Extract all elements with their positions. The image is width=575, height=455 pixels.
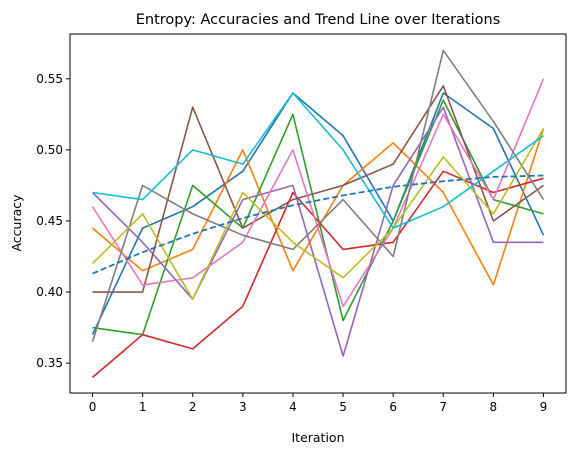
series-line-9 bbox=[91, 128, 545, 301]
y-tick-label: 0.45 bbox=[36, 214, 63, 228]
series-line-3 bbox=[92, 99, 544, 336]
y-tick-label: 0.40 bbox=[36, 285, 63, 299]
y-axis-ticks: 0.35 0.40 0.45 0.50 0.55 bbox=[36, 72, 70, 370]
series-layer bbox=[91, 49, 545, 379]
x-tick-label: 5 bbox=[339, 400, 347, 414]
x-tick-label: 4 bbox=[289, 400, 297, 414]
x-tick-label: 2 bbox=[189, 400, 197, 414]
y-axis-label: Accuracy bbox=[9, 194, 24, 252]
series-line-1 bbox=[91, 92, 545, 336]
y-tick-label: 0.55 bbox=[36, 72, 63, 86]
plot-frame bbox=[69, 33, 567, 394]
trend-layer bbox=[92, 174, 544, 275]
x-tick-label: 3 bbox=[239, 400, 247, 414]
y-tick-label: 0.35 bbox=[36, 356, 63, 370]
y-tick-label: 0.50 bbox=[36, 143, 63, 157]
x-tick-label: 8 bbox=[490, 400, 498, 414]
series-line-5 bbox=[91, 106, 544, 357]
series-line-10 bbox=[92, 92, 544, 229]
chart-title: Entropy: Accuracies and Trend Line over … bbox=[136, 12, 501, 28]
x-axis-label: Iteration bbox=[291, 430, 344, 445]
x-tick-label: 1 bbox=[139, 400, 147, 414]
series-line-7 bbox=[91, 78, 545, 308]
x-tick-label: 9 bbox=[540, 400, 548, 414]
x-axis-ticks: 0 1 2 3 4 5 6 7 8 9 bbox=[89, 393, 548, 414]
trend-line bbox=[92, 174, 544, 275]
x-tick-label: 6 bbox=[389, 400, 397, 414]
series-line-4 bbox=[91, 170, 544, 379]
x-tick-label: 7 bbox=[439, 400, 447, 414]
series-line-8 bbox=[91, 49, 545, 343]
x-tick-label: 0 bbox=[89, 400, 97, 414]
